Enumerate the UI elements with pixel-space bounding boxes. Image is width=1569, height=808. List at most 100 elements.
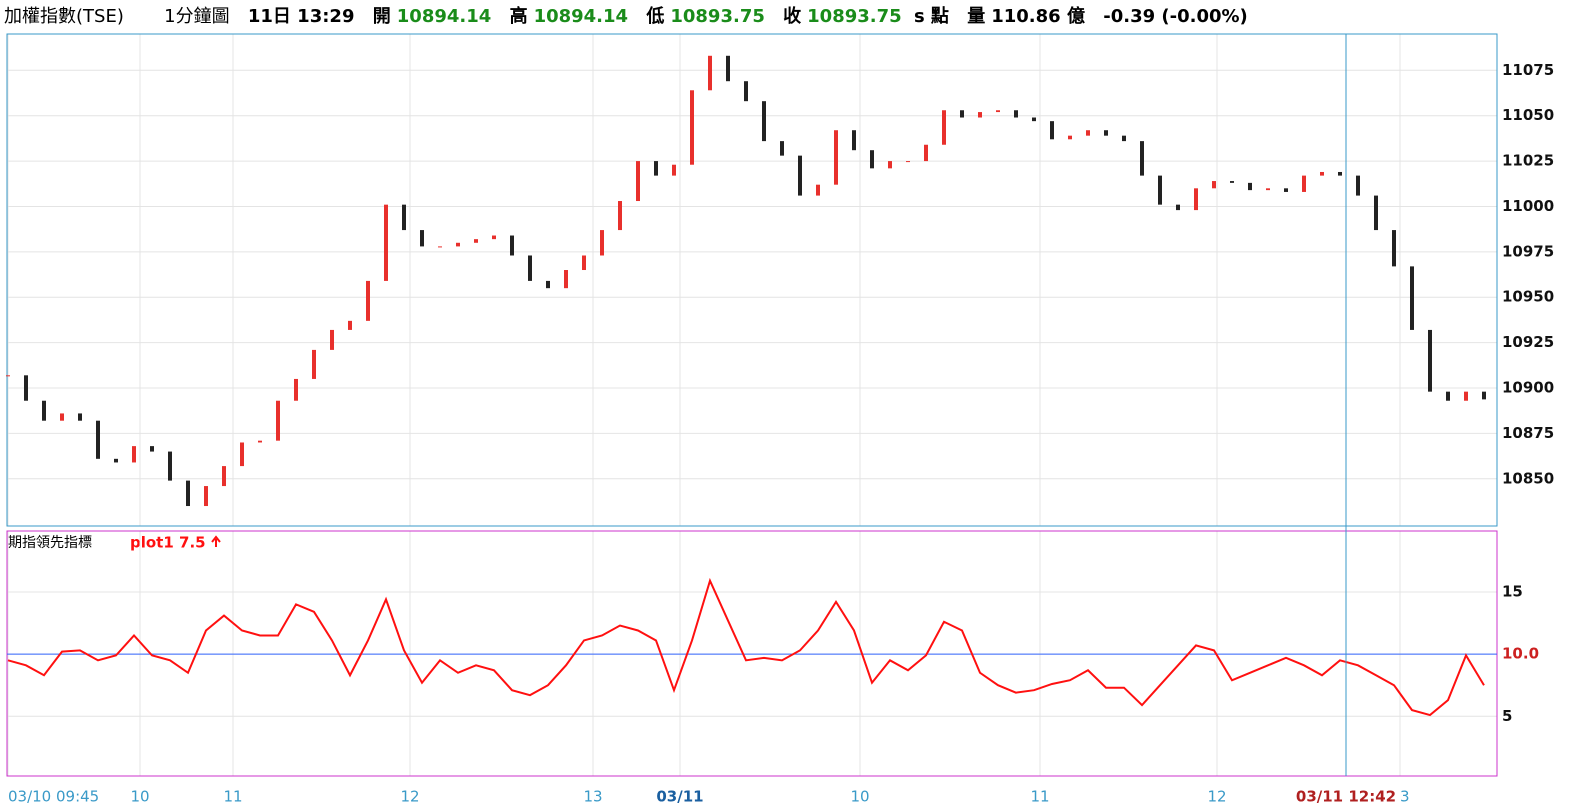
x-tick-label: 11 [223, 788, 242, 806]
candle [330, 329, 334, 350]
y-tick-label: 10925 [1502, 333, 1554, 351]
candle [312, 349, 316, 379]
candle [1374, 195, 1378, 231]
change: -0.39 (-0.00%) [1103, 6, 1248, 27]
x-tick-label: 10 [850, 788, 869, 806]
candle [906, 161, 910, 163]
low-label: 低 [646, 6, 665, 27]
candle [618, 201, 622, 231]
low: 10893.75 [670, 6, 765, 27]
candle [1410, 266, 1414, 330]
period: 1分鐘圖 [164, 6, 230, 27]
candle [564, 270, 568, 289]
candle [798, 155, 802, 196]
candle [78, 413, 82, 421]
x-tick-label: 12 [1207, 788, 1226, 806]
candle [348, 320, 352, 330]
x-tick-label: 03/10 09:45 [8, 788, 99, 806]
candle [636, 161, 640, 202]
candle [924, 144, 928, 162]
candle [168, 451, 172, 481]
legend: plot1 7.5 [130, 534, 206, 552]
candle [1032, 117, 1036, 122]
candle [780, 141, 784, 156]
line [7, 577, 1485, 717]
high: 10894.14 [533, 6, 629, 27]
candle [1302, 175, 1306, 192]
panel-border [6, 33, 1498, 527]
legend-arrow [211, 535, 221, 547]
y-tick-label: 10975 [1502, 242, 1554, 260]
candle [996, 110, 1000, 113]
candle [1014, 110, 1018, 118]
candle [942, 110, 946, 145]
high-label: 高 [509, 6, 528, 27]
open-label: 開 [372, 6, 391, 27]
y-tick-label: 11075 [1502, 61, 1554, 79]
close-label: 收 [783, 6, 802, 27]
candle [1068, 135, 1072, 140]
x-tick-label: 10 [130, 788, 149, 806]
candle [726, 55, 730, 82]
candle [960, 110, 964, 118]
candle [384, 204, 388, 281]
candle [1482, 391, 1486, 400]
candle [1194, 188, 1198, 211]
candle [222, 466, 226, 487]
y-tick-label: 10875 [1502, 424, 1554, 442]
candle [600, 230, 604, 256]
cursor-label-bg [1291, 787, 1401, 807]
candle [474, 239, 478, 243]
candle [60, 413, 64, 421]
candle [888, 161, 892, 169]
y-tick-label: 10900 [1502, 379, 1554, 397]
candle [204, 486, 208, 507]
header: 加權指數(TSE) 1分鐘圖 11日 13:29 開 10894.14 高 1089… [0, 0, 1569, 33]
candle [114, 458, 118, 463]
candle [690, 90, 694, 165]
symbol: 加權指數(TSE) [4, 6, 124, 27]
candle [672, 164, 676, 176]
candle [852, 130, 856, 151]
candle [402, 204, 406, 231]
candle [132, 446, 136, 463]
candle [870, 150, 874, 169]
candle [744, 81, 748, 102]
candle [1248, 182, 1252, 191]
candle [438, 246, 442, 248]
candle [1212, 181, 1216, 189]
candle [1086, 130, 1090, 136]
unit: s 點 [913, 6, 949, 27]
candle [258, 440, 262, 443]
x-tick-label: 03/11 [656, 788, 703, 806]
time: 11日 13:29 [247, 6, 355, 27]
candle [1356, 175, 1360, 196]
candle [294, 378, 298, 401]
candle [834, 130, 838, 185]
y-tick-label: 10850 [1502, 469, 1554, 487]
candle [42, 400, 46, 421]
y-tick-label: 11050 [1502, 106, 1554, 124]
y-tick-label: 15 [1502, 582, 1523, 600]
x-tick-label: 11 [1030, 788, 1049, 806]
candle [1446, 391, 1450, 401]
candle [1320, 171, 1324, 176]
candle [366, 280, 370, 321]
volume-label: 量 [967, 6, 986, 27]
panel-border [6, 530, 1498, 777]
candle [1176, 204, 1180, 211]
candle [6, 375, 10, 377]
candle [762, 101, 766, 142]
candle [816, 184, 820, 196]
candle [420, 230, 424, 247]
candle [1392, 230, 1396, 267]
candle [708, 55, 712, 91]
candle [1104, 130, 1108, 136]
close: 10893.75 [807, 6, 902, 27]
candle [1050, 121, 1054, 140]
candle [546, 280, 550, 289]
y-tick-label: 11000 [1502, 197, 1554, 215]
cursor-label: 03/11 12:42 [1296, 788, 1396, 806]
